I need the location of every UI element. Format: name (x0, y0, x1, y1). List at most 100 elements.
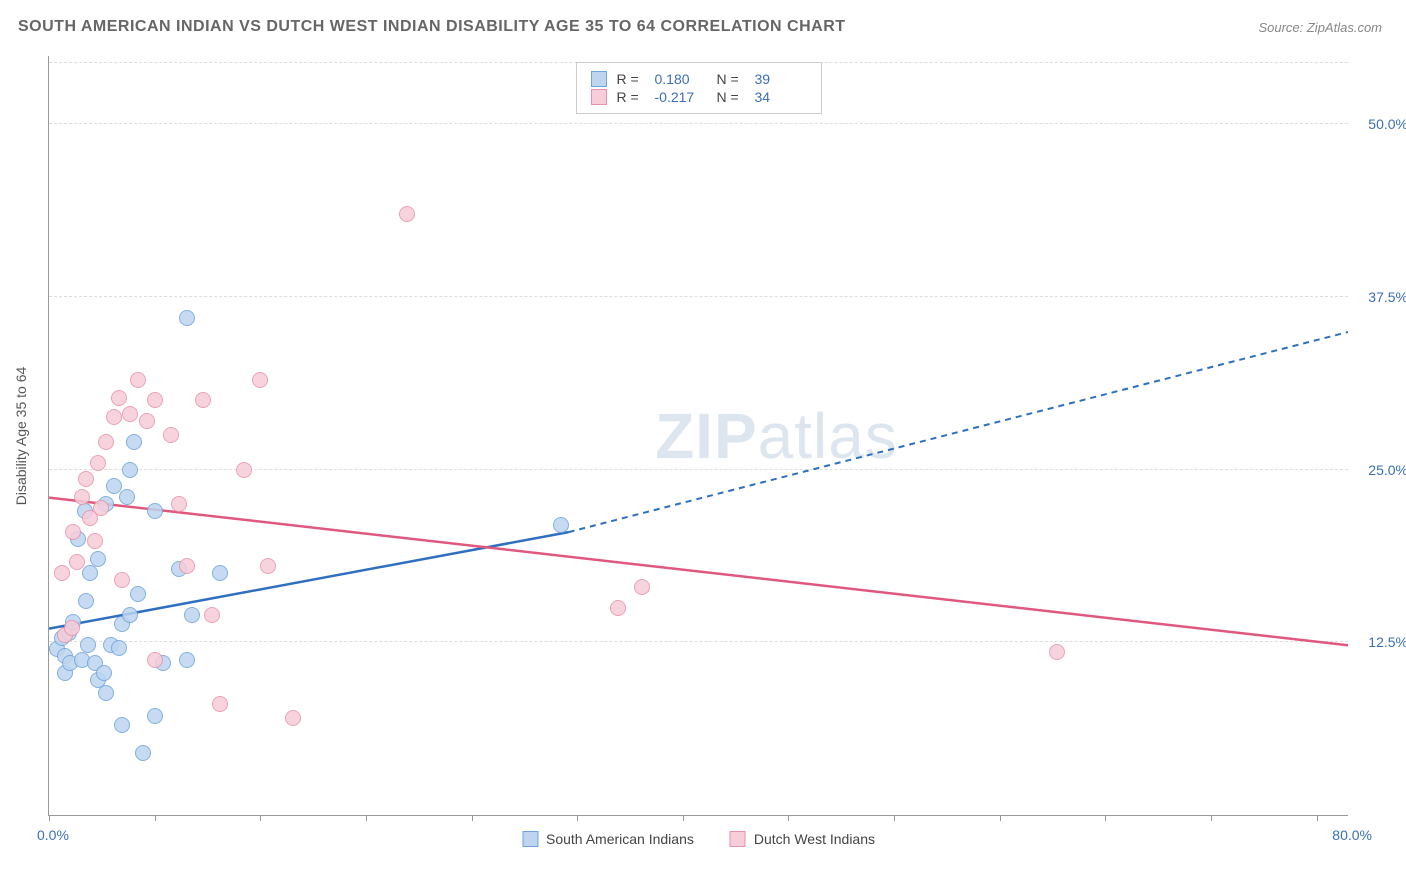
scatter-point (122, 607, 138, 623)
y-tick-label: 37.5% (1368, 289, 1406, 305)
x-tick (1105, 815, 1106, 821)
stats-legend: R = 0.180 N = 39 R = -0.217 N = 34 (576, 62, 822, 114)
scatter-point (98, 434, 114, 450)
stats-row-series1: R = 0.180 N = 39 (591, 71, 807, 87)
x-tick (155, 815, 156, 821)
scatter-point (399, 206, 415, 222)
scatter-point (236, 462, 252, 478)
swatch-series2-bottom (730, 831, 746, 847)
scatter-point (139, 413, 155, 429)
scatter-point (54, 565, 70, 581)
scatter-point (122, 462, 138, 478)
legend-label-series1: South American Indians (546, 831, 694, 847)
scatter-point (111, 390, 127, 406)
n-value-1: 39 (755, 71, 807, 87)
scatter-point (87, 533, 103, 549)
scatter-point (64, 620, 80, 636)
y-tick-label: 12.5% (1368, 634, 1406, 650)
scatter-point (179, 652, 195, 668)
scatter-point (80, 637, 96, 653)
watermark: ZIPatlas (655, 399, 898, 473)
scatter-point (122, 406, 138, 422)
x-tick (577, 815, 578, 821)
scatter-point (610, 600, 626, 616)
swatch-series1-bottom (522, 831, 538, 847)
scatter-point (106, 409, 122, 425)
x-axis-max-label: 80.0% (1332, 827, 1372, 843)
x-tick (683, 815, 684, 821)
legend-label-series2: Dutch West Indians (754, 831, 875, 847)
source-credit: Source: ZipAtlas.com (1258, 20, 1382, 35)
scatter-point (204, 607, 220, 623)
r-value-1: 0.180 (655, 71, 707, 87)
scatter-point (78, 471, 94, 487)
x-axis-origin-label: 0.0% (37, 827, 69, 843)
scatter-point (634, 579, 650, 595)
swatch-series1 (591, 71, 607, 87)
x-tick (1317, 815, 1318, 821)
scatter-point (553, 517, 569, 533)
scatter-point (114, 572, 130, 588)
scatter-point (260, 558, 276, 574)
scatter-point (179, 310, 195, 326)
scatter-point (126, 434, 142, 450)
scatter-point (1049, 644, 1065, 660)
scatter-point (78, 593, 94, 609)
scatter-point (212, 696, 228, 712)
scatter-point (130, 372, 146, 388)
scatter-point (147, 708, 163, 724)
x-tick (894, 815, 895, 821)
scatter-point (90, 455, 106, 471)
scatter-point (111, 640, 127, 656)
x-tick (472, 815, 473, 821)
scatter-point (74, 489, 90, 505)
watermark-rest: atlas (758, 400, 898, 472)
legend-item-series2: Dutch West Indians (730, 831, 875, 847)
y-axis-title: Disability Age 35 to 64 (13, 366, 29, 505)
legend-item-series1: South American Indians (522, 831, 694, 847)
n-label-2: N = (717, 89, 745, 105)
x-tick (1000, 815, 1001, 821)
chart-plot-area: Disability Age 35 to 64 ZIPatlas 12.5%25… (48, 56, 1348, 816)
scatter-point (252, 372, 268, 388)
scatter-point (135, 745, 151, 761)
scatter-point (147, 392, 163, 408)
swatch-series2 (591, 89, 607, 105)
scatter-point (69, 554, 85, 570)
scatter-point (90, 551, 106, 567)
scatter-point (114, 717, 130, 733)
x-tick (366, 815, 367, 821)
scatter-point (163, 427, 179, 443)
scatter-point (93, 500, 109, 516)
scatter-point (171, 496, 187, 512)
y-tick-label: 50.0% (1368, 116, 1406, 132)
scatter-point (147, 652, 163, 668)
x-tick (1211, 815, 1212, 821)
r-label-2: R = (617, 89, 645, 105)
grid-line (49, 641, 1348, 642)
chart-title: SOUTH AMERICAN INDIAN VS DUTCH WEST INDI… (18, 18, 846, 36)
stats-row-series2: R = -0.217 N = 34 (591, 89, 807, 105)
trend-line-dashed (569, 332, 1348, 532)
n-value-2: 34 (755, 89, 807, 105)
watermark-bold: ZIP (655, 400, 758, 472)
y-tick-label: 25.0% (1368, 462, 1406, 478)
scatter-point (65, 524, 81, 540)
scatter-point (119, 489, 135, 505)
r-label-1: R = (617, 71, 645, 87)
scatter-point (147, 503, 163, 519)
scatter-point (98, 685, 114, 701)
grid-line (49, 296, 1348, 297)
scatter-point (82, 565, 98, 581)
scatter-point (96, 665, 112, 681)
x-tick (49, 815, 50, 821)
scatter-point (184, 607, 200, 623)
trend-lines (49, 56, 1348, 815)
x-tick (260, 815, 261, 821)
x-tick (788, 815, 789, 821)
scatter-point (130, 586, 146, 602)
grid-line (49, 123, 1348, 124)
scatter-point (195, 392, 211, 408)
scatter-point (179, 558, 195, 574)
scatter-point (212, 565, 228, 581)
